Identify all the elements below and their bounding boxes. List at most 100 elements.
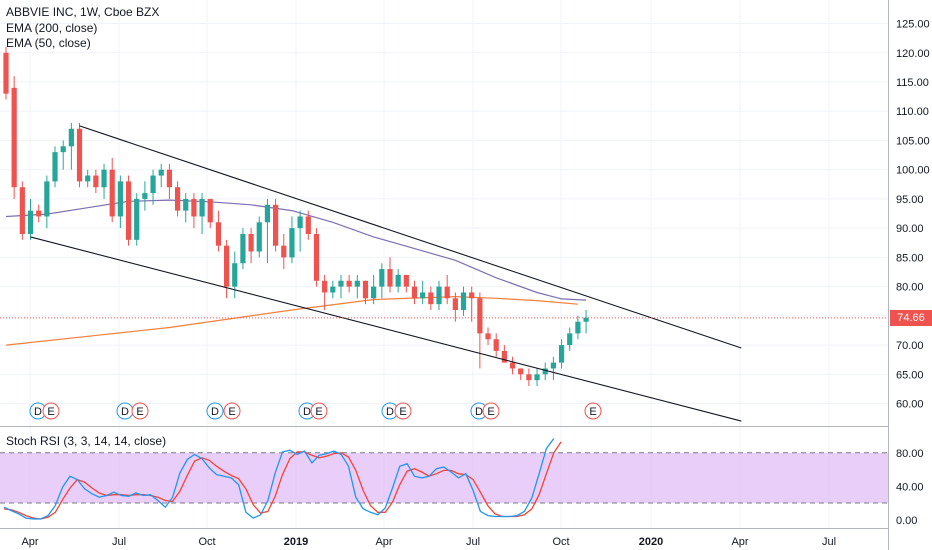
- dividend-marker[interactable]: D: [206, 402, 224, 420]
- earnings-marker[interactable]: E: [394, 402, 412, 420]
- candle-body: [509, 362, 516, 369]
- earnings-marker[interactable]: E: [482, 402, 500, 420]
- time-tick-label: 2019: [284, 536, 308, 548]
- candle-body: [534, 374, 540, 381]
- rsi-tick-label: 40.00: [896, 481, 924, 493]
- candle-body: [542, 368, 548, 375]
- candle-body: [387, 269, 393, 287]
- price-tick-label: 115.00: [896, 77, 929, 89]
- candle-body: [395, 274, 401, 287]
- time-tick-label: Jul: [822, 536, 836, 548]
- trendlines[interactable]: [30, 125, 742, 422]
- candle-body: [477, 298, 483, 334]
- candle-body: [117, 181, 123, 217]
- price-tick-label: 120.00: [896, 48, 930, 60]
- time-tick-label: Oct: [552, 536, 569, 548]
- stoch-d-line: [3, 441, 562, 520]
- candle-body: [322, 280, 328, 293]
- time-axis[interactable]: Apr Jul Oct 2019 Apr Jul Oct 2020 Apr Jul: [21, 536, 836, 548]
- rsi-band: [0, 452, 888, 504]
- candle-body: [68, 128, 74, 147]
- rsi-tick-label: 0.00: [896, 515, 917, 527]
- candle-body: [289, 228, 295, 258]
- legend-symbol: ABBVIE INC, 1W, Cboe BZX: [6, 5, 160, 19]
- price-axis[interactable]: 125.00 120.00 115.00 110.00 105.00 100.00 95.0…: [896, 19, 930, 411]
- candle-body: [558, 345, 565, 363]
- candle-body: [101, 169, 107, 188]
- candle-body: [166, 169, 172, 188]
- candle-body: [19, 187, 25, 234]
- candle-body: [379, 269, 385, 287]
- dividend-marker[interactable]: D: [470, 402, 488, 420]
- candle-body: [142, 193, 148, 199]
- candle-body: [330, 286, 336, 293]
- stoch-k-line: [3, 438, 555, 520]
- candle-body: [36, 210, 42, 217]
- candle-body: [428, 292, 434, 305]
- price-tick-label: 70.00: [896, 340, 924, 352]
- candle-body: [501, 350, 507, 363]
- svg-text:E: E: [399, 406, 406, 418]
- earnings-marker[interactable]: E: [584, 402, 602, 420]
- dividend-marker[interactable]: D: [116, 402, 134, 420]
- candle-body: [256, 222, 262, 252]
- svg-text:D: D: [475, 406, 483, 418]
- candle-body: [371, 286, 377, 299]
- svg-text:D: D: [121, 406, 129, 418]
- legend-ema-200: EMA (200, close): [6, 21, 98, 35]
- candle-body: [240, 234, 246, 264]
- candle-body: [76, 128, 83, 182]
- legend-ema-50: EMA (50, close): [6, 36, 91, 50]
- earnings-marker[interactable]: E: [42, 402, 60, 420]
- candle-body: [232, 263, 238, 287]
- candle-body: [485, 333, 491, 340]
- candle-body: [11, 87, 17, 188]
- candle-body: [354, 280, 360, 287]
- svg-text:E: E: [589, 406, 596, 418]
- price-tick-label: 85.00: [896, 252, 924, 264]
- earnings-marker[interactable]: E: [131, 402, 149, 420]
- earnings-marker[interactable]: E: [310, 402, 328, 420]
- ema-200-path: [5, 295, 578, 346]
- rsi-axis[interactable]: 80.00 40.00 0.00: [896, 448, 924, 527]
- candle-body: [150, 175, 156, 194]
- ema-50-path: [5, 199, 587, 301]
- candle-body: [346, 280, 352, 287]
- ema-200-line: [5, 295, 578, 346]
- candle-body: [109, 169, 115, 217]
- ema-50-line: [5, 199, 587, 301]
- candle-body: [158, 169, 164, 176]
- candle-body: [281, 245, 287, 258]
- candle-body: [436, 286, 442, 305]
- candle-body: [305, 216, 311, 234]
- candle-body: [567, 333, 573, 346]
- candle-body: [583, 317, 589, 322]
- candle-body: [125, 181, 132, 240]
- time-tick-label: Apr: [375, 536, 392, 548]
- time-tick-label: Jul: [466, 536, 480, 548]
- svg-text:E: E: [487, 406, 494, 418]
- svg-text:D: D: [386, 406, 394, 418]
- candle-body: [550, 362, 556, 369]
- candle-body: [134, 198, 140, 240]
- price-tick-label: 80.00: [896, 282, 924, 294]
- svg-text:E: E: [47, 406, 54, 418]
- candle-body: [60, 146, 66, 153]
- candle-body: [297, 216, 303, 229]
- candle-body: [420, 292, 426, 299]
- candle-body: [174, 187, 181, 211]
- price-tick-label: 105.00: [896, 135, 930, 147]
- svg-text:E: E: [228, 406, 235, 418]
- candle-body: [199, 198, 205, 217]
- chart-grid: [0, 0, 888, 528]
- trendline: [79, 125, 742, 349]
- candle-body: [444, 286, 450, 299]
- candle-body: [85, 175, 91, 182]
- svg-text:E: E: [136, 406, 143, 418]
- candle-body: [52, 152, 58, 182]
- earnings-marker[interactable]: E: [223, 402, 241, 420]
- candle-body: [526, 374, 532, 381]
- time-tick-label: 2020: [639, 536, 663, 548]
